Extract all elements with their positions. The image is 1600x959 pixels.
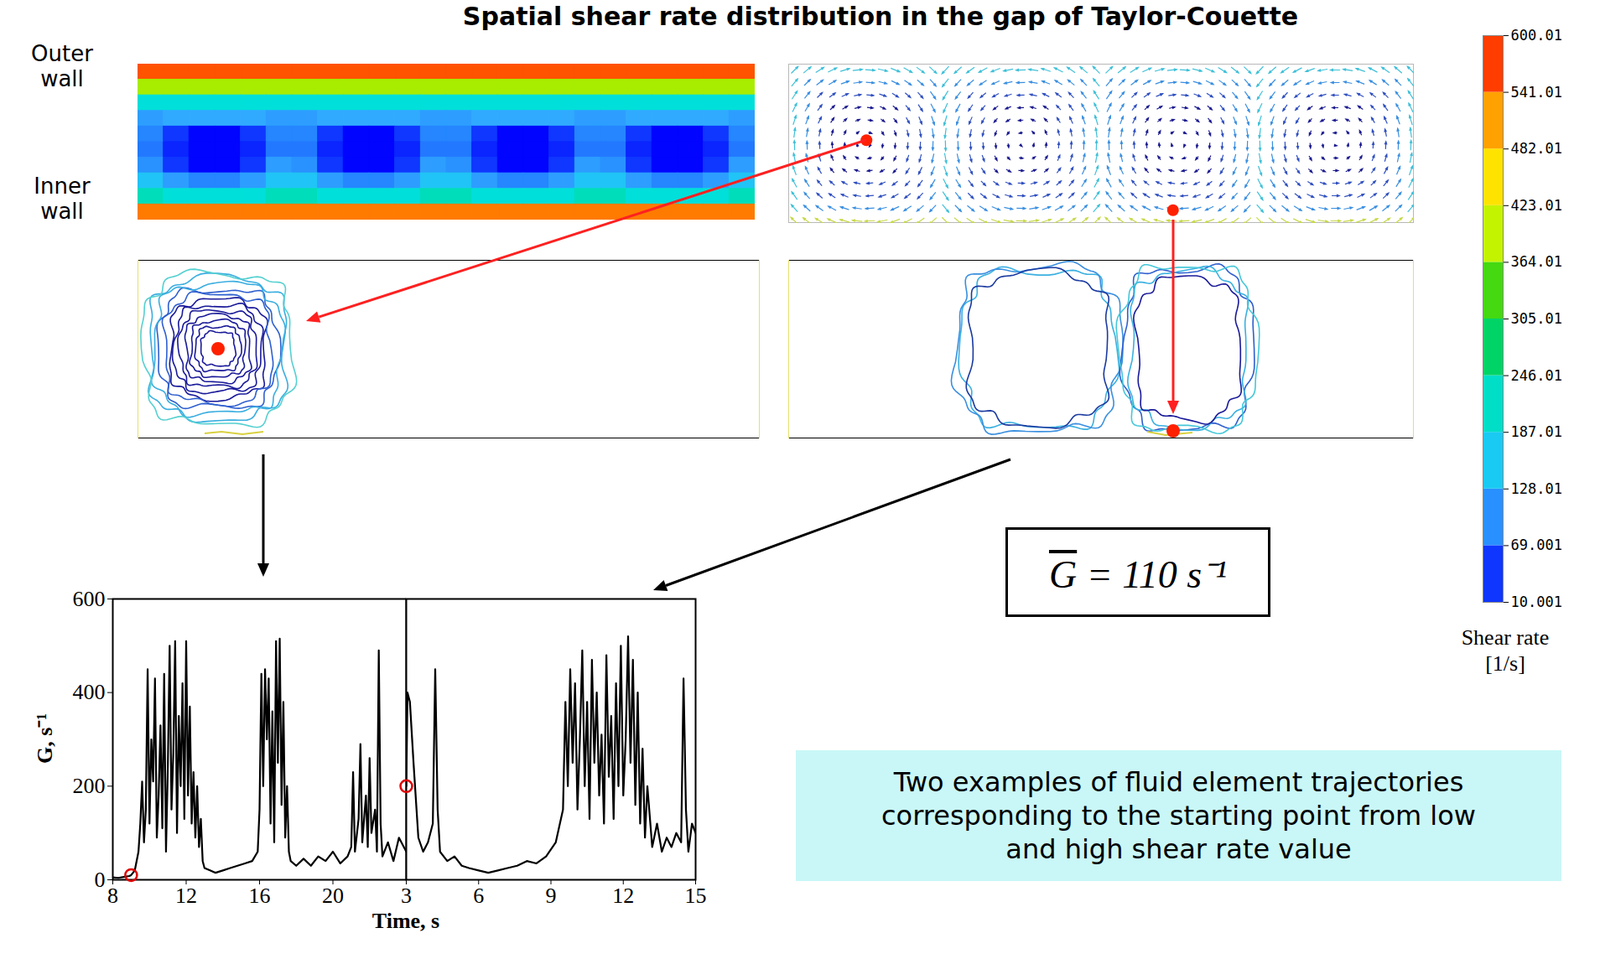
html-text:Shear rate: Shear rate [1461, 625, 1550, 650]
svg-text:200: 200 [72, 774, 106, 799]
svg-text:305.01: 305.01 [1511, 310, 1563, 328]
svg-text:20: 20 [322, 883, 344, 909]
svg-text:10.001: 10.001 [1511, 593, 1563, 611]
svg-text:600: 600 [72, 587, 106, 612]
svg-text:9: 9 [545, 883, 557, 909]
html-text:Outer: Outer [31, 41, 93, 67]
svg-text:246.01: 246.01 [1511, 367, 1563, 385]
html-text:Inner: Inner [33, 173, 91, 199]
svg-text:15: 15 [685, 883, 707, 909]
svg-text:128.01: 128.01 [1511, 480, 1563, 498]
svg-text:12: 12 [175, 883, 198, 909]
svg-text:600.01: 600.01 [1511, 26, 1563, 44]
html-text:wall: wall [40, 198, 84, 224]
svg-text:423.01: 423.01 [1511, 197, 1563, 214]
svg-text:69.001: 69.001 [1511, 536, 1563, 554]
svg-text:541.01: 541.01 [1511, 83, 1563, 101]
svg-text:482.01: 482.01 [1511, 140, 1563, 157]
svg-text:8: 8 [107, 883, 119, 909]
html-text:Time, s: Time, s [372, 909, 440, 934]
svg-text:364.01: 364.01 [1511, 253, 1563, 271]
svg-text:16: 16 [249, 883, 271, 909]
html-text:[1/s]: [1/s] [1485, 651, 1526, 677]
svg-text:G, s⁻¹: G, s⁻¹ [32, 713, 58, 764]
html-text:Spatial shear rate distributio: Spatial shear rate distribution in the g… [462, 1, 1299, 32]
svg-text:187.01: 187.01 [1511, 423, 1563, 441]
svg-text:12: 12 [612, 883, 634, 909]
svg-text:6: 6 [472, 883, 484, 909]
svg-text:0: 0 [94, 867, 106, 893]
svg-text:400: 400 [72, 680, 106, 705]
html-text:G = 110 s⁻¹: G = 110 s⁻¹ [1049, 553, 1227, 596]
svg-text:3: 3 [400, 883, 412, 909]
html-text:Two examples of fluid element: Two examples of fluid element trajectori… [881, 766, 1476, 866]
html-text:wall: wall [40, 66, 84, 92]
